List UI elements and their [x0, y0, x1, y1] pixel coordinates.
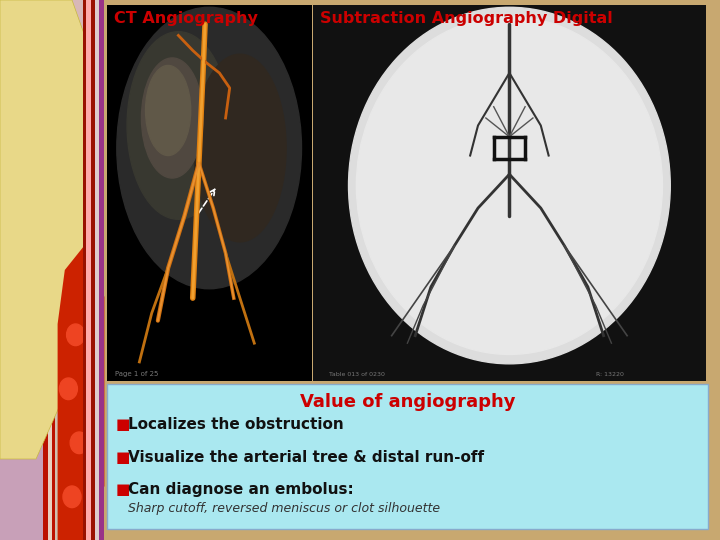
Text: ■: ■ — [115, 450, 130, 465]
Text: CT Angiography: CT Angiography — [114, 11, 258, 26]
Bar — [52, 0, 55, 540]
Text: Visualize the arterial tree & distal run-off: Visualize the arterial tree & distal run… — [128, 450, 485, 465]
Bar — [0, 0, 104, 540]
Ellipse shape — [63, 486, 81, 508]
Bar — [55, 0, 59, 540]
Text: Can diagnose an embolus:: Can diagnose an embolus: — [128, 482, 354, 497]
Bar — [48, 0, 52, 540]
Bar — [43, 0, 48, 540]
Polygon shape — [58, 243, 104, 540]
Text: Value of angiography: Value of angiography — [300, 393, 516, 410]
Polygon shape — [0, 0, 101, 459]
Text: Localizes the obstruction: Localizes the obstruction — [128, 417, 344, 433]
Ellipse shape — [66, 324, 85, 346]
Ellipse shape — [60, 378, 78, 400]
Bar — [107, 5, 312, 381]
Text: Sharp cutoff, reversed meniscus or clot silhouette: Sharp cutoff, reversed meniscus or clot … — [128, 502, 441, 515]
Text: ■: ■ — [115, 417, 130, 433]
Ellipse shape — [71, 432, 89, 454]
Bar — [83, 0, 86, 540]
FancyBboxPatch shape — [107, 384, 708, 529]
Text: Subtraction Angiography Digital: Subtraction Angiography Digital — [320, 11, 613, 26]
Bar — [91, 0, 95, 540]
Bar — [86, 0, 91, 540]
Bar — [313, 5, 706, 381]
Bar — [0, 0, 43, 540]
Text: ■: ■ — [115, 482, 130, 497]
Bar — [95, 0, 99, 540]
Bar — [99, 0, 104, 540]
